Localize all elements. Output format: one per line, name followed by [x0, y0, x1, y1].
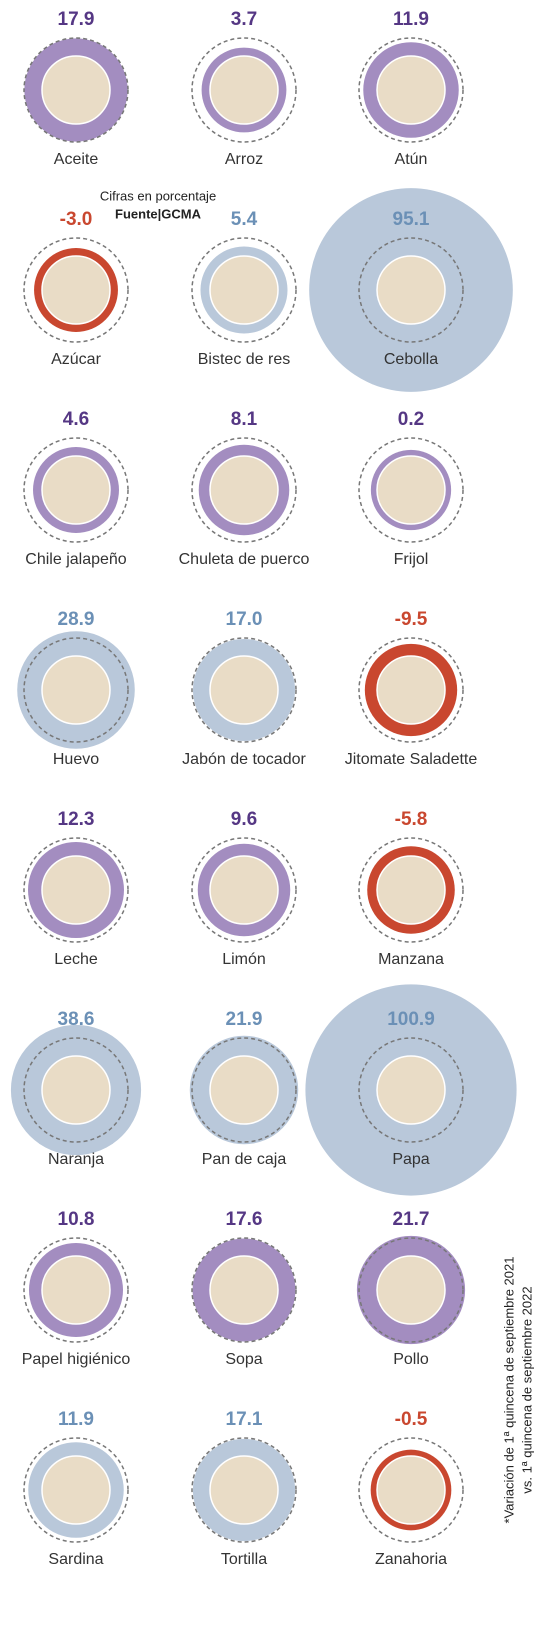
- note: Cifras en porcentaje: [100, 188, 216, 203]
- value-label: -0.5: [395, 1409, 428, 1430]
- photo: [210, 1256, 278, 1324]
- photo: [377, 1056, 445, 1124]
- photo: [42, 56, 110, 124]
- category-label: Pollo: [393, 1351, 429, 1368]
- category-label: Pan de caja: [202, 1151, 287, 1168]
- footnote: vs. 1ª quincena de septiembre 2022: [519, 1286, 534, 1493]
- photo: [42, 1456, 110, 1524]
- category-label: Leche: [54, 951, 98, 968]
- photo: [210, 1056, 278, 1124]
- category-label: Chuleta de puerco: [179, 551, 310, 568]
- value-label: -9.5: [395, 609, 428, 630]
- photo: [42, 256, 110, 324]
- value-label: 5.4: [231, 209, 258, 230]
- photo: [377, 856, 445, 924]
- category-label: Frijol: [394, 551, 429, 568]
- value-label: 4.6: [63, 409, 89, 430]
- source: Fuente|GCMA: [115, 206, 202, 221]
- photo: [42, 1056, 110, 1124]
- chart: 17.9 Aceite 3.7 Arroz 11.9 Atún -3.0 Azúcar 5.4 B…: [0, 0, 551, 1647]
- value-label: 17.1: [226, 1409, 263, 1430]
- category-label: Azúcar: [51, 351, 101, 368]
- photo: [210, 456, 278, 524]
- category-label: Naranja: [48, 1151, 104, 1168]
- category-label: Jabón de tocador: [182, 751, 306, 768]
- category-label: Papel higiénico: [22, 1351, 131, 1368]
- category-label: Huevo: [53, 751, 99, 768]
- value-label: 38.6: [58, 1009, 95, 1030]
- photo: [42, 856, 110, 924]
- photo: [210, 256, 278, 324]
- photo: [210, 856, 278, 924]
- value-label: 8.1: [231, 409, 258, 430]
- category-label: Cebolla: [384, 351, 438, 368]
- value-label: -5.8: [395, 809, 428, 830]
- category-label: Jitomate Saladette: [345, 751, 478, 768]
- category-label: Zanahoria: [375, 1551, 447, 1568]
- value-label: 9.6: [231, 809, 257, 830]
- value-label: 0.2: [398, 409, 424, 430]
- photo: [377, 56, 445, 124]
- value-label: 12.3: [58, 809, 95, 830]
- category-label: Arroz: [225, 151, 263, 168]
- value-label: -3.0: [60, 209, 93, 230]
- category-label: Manzana: [378, 951, 444, 968]
- value-label: 95.1: [393, 209, 430, 230]
- category-label: Sardina: [48, 1551, 103, 1568]
- footnote: *Variación de 1ª quincena de septiembre …: [501, 1257, 516, 1524]
- category-label: Atún: [395, 151, 428, 168]
- photo: [377, 1456, 445, 1524]
- photo: [210, 656, 278, 724]
- value-label: 17.0: [226, 609, 263, 630]
- category-label: Papa: [392, 1151, 429, 1168]
- value-label: 17.6: [226, 1209, 263, 1230]
- category-label: Chile jalapeño: [25, 551, 127, 568]
- value-label: 100.9: [387, 1009, 435, 1030]
- photo: [42, 656, 110, 724]
- category-label: Tortilla: [221, 1551, 267, 1568]
- photo: [42, 456, 110, 524]
- value-label: 21.9: [226, 1009, 263, 1030]
- value-label: 21.7: [393, 1209, 430, 1230]
- value-label: 11.9: [393, 9, 429, 30]
- value-label: 3.7: [231, 9, 257, 30]
- photo: [210, 56, 278, 124]
- category-label: Bistec de res: [198, 351, 290, 368]
- value-label: 28.9: [58, 609, 95, 630]
- value-label: 11.9: [58, 1409, 94, 1430]
- photo: [377, 656, 445, 724]
- photo: [42, 1256, 110, 1324]
- value-label: 10.8: [58, 1209, 95, 1230]
- photo: [377, 1256, 445, 1324]
- photo: [377, 256, 445, 324]
- photo: [377, 456, 445, 524]
- photo: [210, 1456, 278, 1524]
- category-label: Limón: [222, 951, 266, 968]
- category-label: Sopa: [225, 1351, 262, 1368]
- value-label: 17.9: [58, 9, 95, 30]
- category-label: Aceite: [54, 151, 99, 168]
